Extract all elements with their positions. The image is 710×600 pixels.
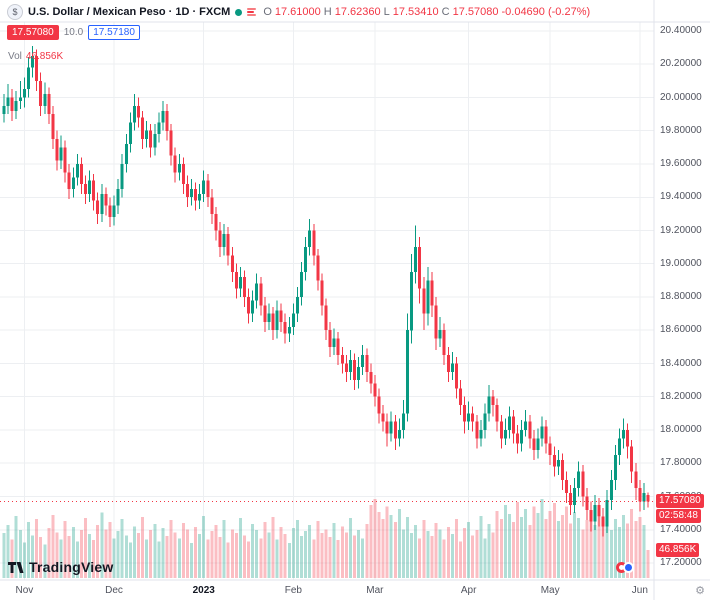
volume-label: Vol — [8, 51, 22, 62]
candlesticks — [2, 46, 650, 537]
ma-value-chip[interactable]: 17.57180 — [88, 25, 140, 40]
price-axis-label: 17.80000 — [660, 457, 702, 469]
last-price-badge: 17.57080 — [656, 494, 704, 509]
time-axis-label: Nov — [15, 585, 34, 596]
open-label: O — [263, 6, 272, 18]
price-axis-label: 18.00000 — [660, 424, 702, 435]
price-axis-label: 19.80000 — [660, 124, 702, 136]
price-axis-label: 20.00000 — [660, 91, 702, 103]
time-axis-label: Mar — [366, 585, 384, 596]
price-axis-label: 18.40000 — [660, 357, 702, 369]
low-label: L — [383, 6, 390, 18]
symbol-title[interactable]: U.S. Dollar / Mexican Peso · 1D · FXCM — [28, 6, 231, 18]
time-axis-label: 2023 — [192, 585, 215, 596]
last-price-chip[interactable]: 17.57080 — [7, 25, 59, 40]
ohlc-values: O 17.61000 H 17.62360 L 17.53410 C 17.57080 … — [263, 6, 590, 18]
price-axis-label: 20.40000 — [660, 25, 702, 36]
tradingview-logo-icon — [8, 562, 24, 573]
volume-value: 46.856K — [25, 51, 64, 62]
time-axis-label: May — [540, 585, 560, 596]
price-axis-label: 19.00000 — [660, 257, 702, 269]
price-axis-label: 18.60000 — [660, 324, 702, 336]
price-axis-label: 17.20000 — [660, 557, 702, 568]
time-axis-label: Dec — [105, 585, 123, 596]
gear-icon[interactable]: ⚙ — [695, 585, 705, 597]
high-value: 17.62360 — [334, 6, 381, 18]
volume-legend[interactable]: Vol 46.856K — [8, 51, 63, 62]
bar-countdown-badge: 02:58:48 — [656, 509, 701, 524]
high-label: H — [323, 6, 332, 18]
price-axis-label: 19.20000 — [660, 224, 702, 236]
price-axis-label: 17.40000 — [660, 523, 702, 535]
last-volume-badge: 46.856K — [656, 542, 700, 557]
list-icon[interactable] — [247, 8, 257, 16]
time-axis[interactable]: Nov Dec 2023 Feb Mar Apr May Jun — [0, 580, 654, 600]
price-axis-label: 20.20000 — [660, 58, 702, 70]
symbol-logo-icon: $ — [7, 4, 23, 20]
event-blue-icon[interactable] — [623, 562, 634, 573]
volume-bars — [2, 498, 650, 578]
time-axis-label: Feb — [284, 585, 302, 596]
chart-legend: $ U.S. Dollar / Mexican Peso · 1D · FXCM… — [7, 4, 590, 20]
tradingview-logo[interactable]: TradingView — [8, 559, 113, 575]
price-axis-label: 18.80000 — [660, 291, 702, 302]
ma-length-label[interactable]: 10.0 — [63, 27, 84, 38]
indicator-row: 17.57080 10.0 17.57180 — [7, 25, 140, 40]
open-value: 17.61000 — [274, 6, 321, 18]
price-axis-label: 18.20000 — [660, 390, 702, 402]
economic-event-icons[interactable] — [616, 562, 634, 573]
low-value: 17.53410 — [392, 6, 439, 18]
market-status-icon — [235, 8, 243, 16]
close-label: C — [441, 6, 450, 18]
price-axis-label: 19.60000 — [660, 158, 702, 169]
time-axis-label: Jun — [631, 585, 648, 596]
price-axis-label: 19.40000 — [660, 191, 702, 203]
time-axis-label: Apr — [460, 585, 477, 596]
close-value: 17.57080 — [452, 6, 499, 18]
tradingview-logo-text: TradingView — [29, 559, 114, 575]
grid-lines — [0, 22, 654, 580]
change-value: -0.04690 (-0.27%) — [501, 6, 591, 18]
